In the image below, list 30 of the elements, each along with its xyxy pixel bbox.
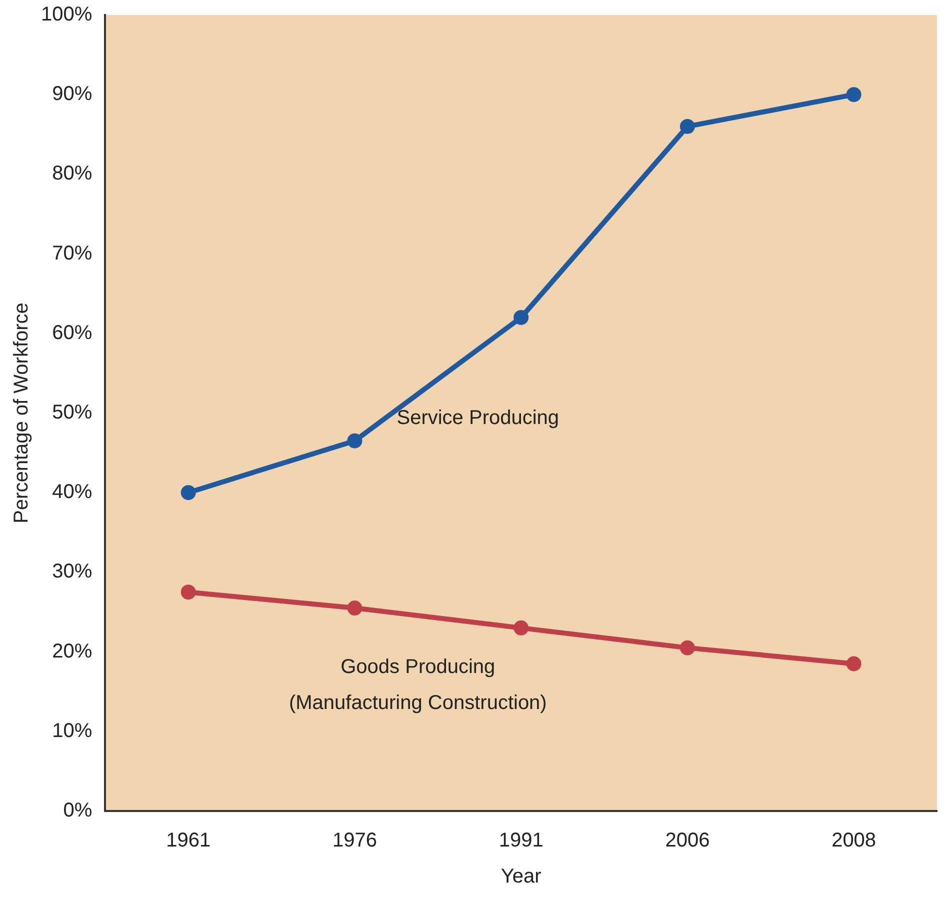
x-axis-title: Year bbox=[500, 866, 542, 888]
x-tick-label: 2006 bbox=[665, 830, 710, 852]
y-tick-label: 70% bbox=[52, 242, 92, 264]
point bbox=[180, 485, 196, 500]
x-tick-label: 1961 bbox=[166, 830, 211, 852]
y-tick-label: 100% bbox=[40, 4, 92, 26]
y-tick-label: 40% bbox=[52, 481, 92, 504]
point bbox=[846, 656, 862, 672]
y-tick-label: 20% bbox=[52, 640, 92, 662]
y-axis-title: Percentage of Workforce bbox=[10, 302, 33, 524]
point bbox=[514, 620, 529, 636]
series-label: Service Producing bbox=[396, 407, 560, 430]
point bbox=[347, 600, 362, 616]
y-tick-label: 50% bbox=[52, 402, 92, 424]
point bbox=[846, 87, 862, 102]
x-tick-label: 1991 bbox=[498, 830, 544, 852]
y-tick-label: 10% bbox=[52, 720, 92, 742]
point bbox=[514, 310, 529, 325]
point bbox=[680, 640, 695, 656]
y-tick-label: 60% bbox=[52, 322, 92, 344]
point bbox=[180, 584, 196, 600]
x-tick-label: 2008 bbox=[832, 830, 876, 852]
x-tick-label: 1976 bbox=[332, 830, 377, 852]
y-tick-label: 0% bbox=[63, 800, 92, 822]
y-tick-label: 80% bbox=[52, 162, 92, 185]
y-tick-label: 90% bbox=[52, 83, 92, 106]
point bbox=[347, 433, 362, 448]
point bbox=[680, 118, 695, 134]
series-label: Goods Producing (Manufacturing Construction) bbox=[288, 656, 547, 714]
y-tick-label: 30% bbox=[52, 560, 92, 583]
